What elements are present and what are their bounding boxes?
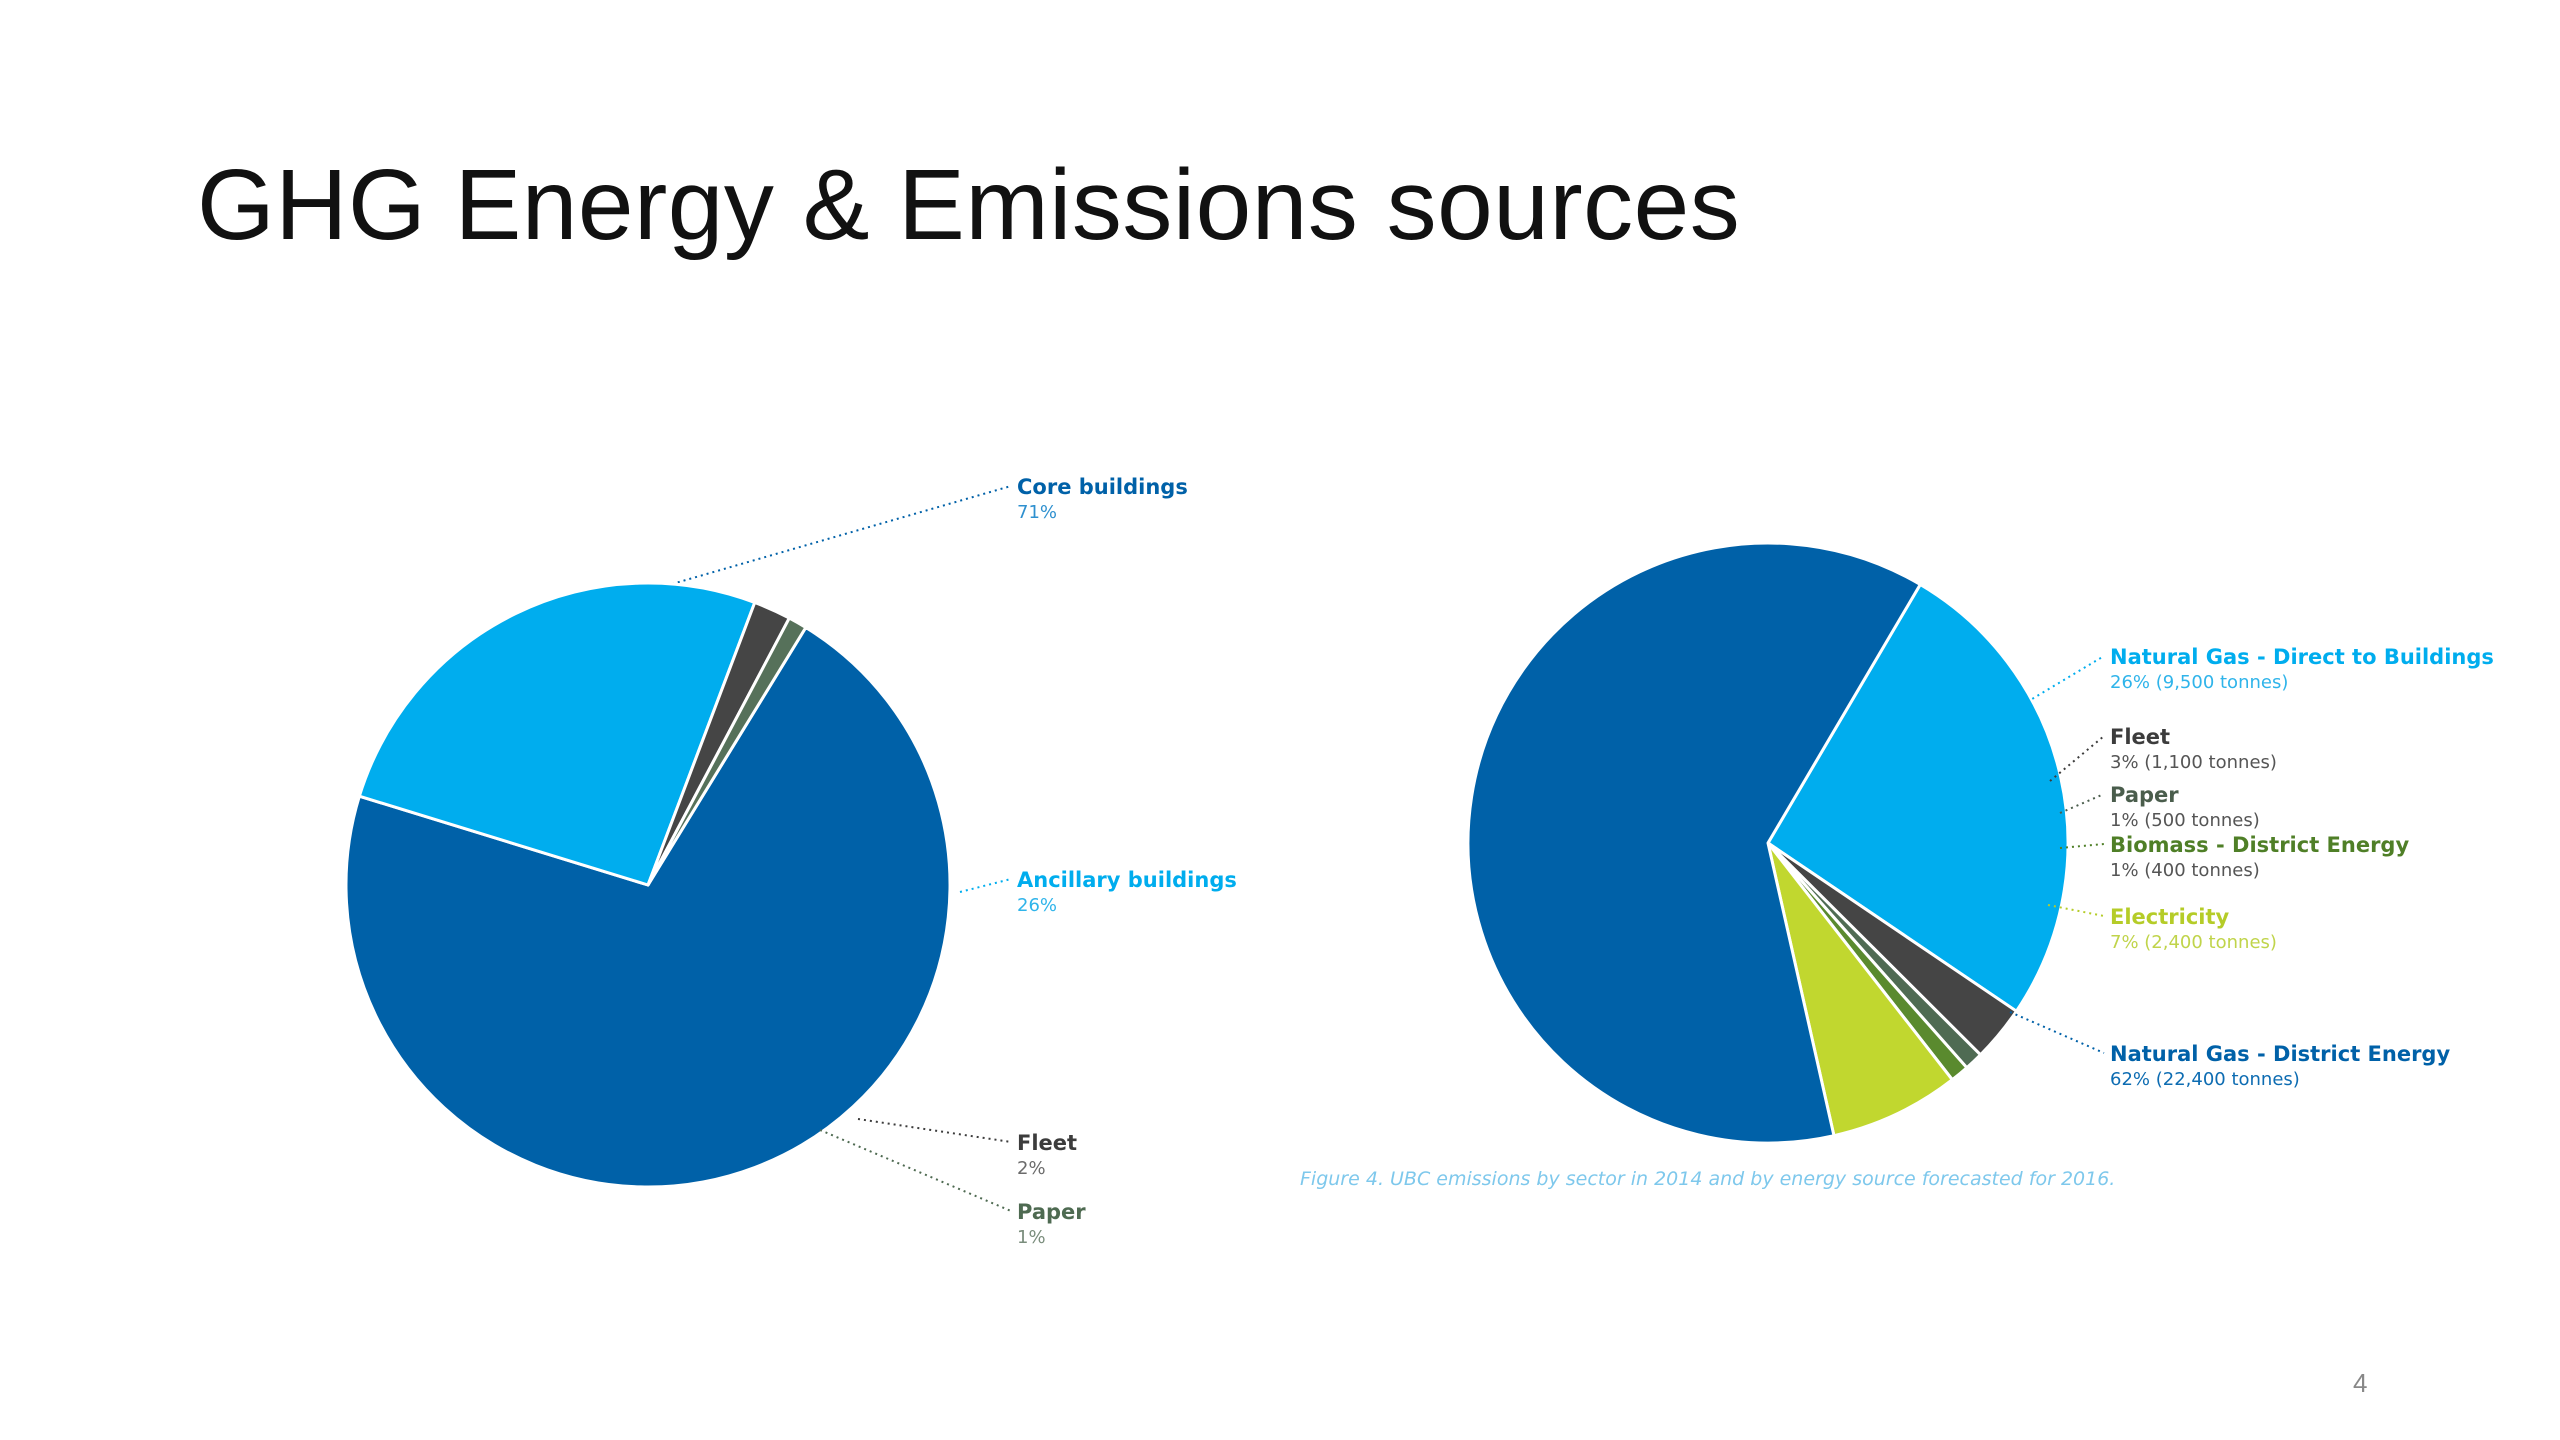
pie-slice-paper [646, 616, 808, 887]
slice-label-paper: Paper [1017, 1200, 1086, 1224]
leader-line-core-buildings [671, 485, 1012, 585]
pie-slice-electricity [1766, 841, 1954, 1138]
slice-value-natural-gas-district-energy: 62% (22,400 tonnes) [2110, 1069, 2300, 1090]
leader-line-paper [819, 1129, 1012, 1212]
slice-value-electricity: 7% (2,400 tonnes) [2110, 932, 2277, 953]
slice-label-paper: Paper [2110, 783, 2179, 807]
slice-label-core-buildings: Core buildings [1017, 475, 1188, 499]
leader-line-fleet [857, 1118, 1012, 1143]
pie-slice-natural-gas-direct-to-buildings [1766, 583, 2070, 1013]
slice-value-ancillary-buildings: 26% [1017, 895, 1057, 916]
leader-line-biomass-district-energy [2059, 843, 2105, 849]
slice-value-fleet: 3% (1,100 tonnes) [2110, 752, 2277, 773]
slice-label-ancillary-buildings: Ancillary buildings [1017, 868, 1237, 892]
slice-value-core-buildings: 71% [1017, 502, 1057, 523]
leader-line-ancillary-buildings [959, 878, 1012, 893]
pie-chart-1: Core buildings 71% Ancillary buildings 26% F… [344, 475, 1237, 1248]
leader-line-natural-gas-direct-to-buildings [2021, 655, 2105, 706]
pie-slice-core-buildings [344, 626, 952, 1189]
slice-label-electricity: Electricity [2110, 905, 2230, 929]
slice-value-natural-gas-direct-to-buildings: 26% (9,500 tonnes) [2110, 672, 2288, 693]
leader-line-paper [2059, 793, 2105, 814]
slice-label-natural-gas-district-energy: Natural Gas - District Energy [2110, 1042, 2450, 1066]
slice-label-fleet: Fleet [2110, 725, 2170, 749]
pie-slice-natural-gas-district-energy [1466, 541, 1922, 1145]
slice-label-fleet: Fleet [1017, 1131, 1077, 1155]
slice-label-biomass-district-energy: Biomass - District Energy [2110, 833, 2409, 857]
slice-value-paper: 1% (500 tonnes) [2110, 810, 2260, 831]
pie-slice-ancillary-buildings [357, 581, 757, 887]
slice-value-fleet: 2% [1017, 1158, 1046, 1179]
page-number: 4 [2353, 1368, 2368, 1398]
slice-label-natural-gas-direct-to-buildings: Natural Gas - Direct to Buildings [2110, 645, 2494, 669]
leader-line-natural-gas-district-energy [2009, 1011, 2105, 1054]
slide-title: GHG Energy & Emissions sources [197, 149, 1741, 261]
slice-value-biomass-district-energy: 1% (400 tonnes) [2110, 860, 2260, 881]
slice-value-paper: 1% [1017, 1227, 1046, 1248]
figure-caption: Figure 4. UBC emissions by sector in 201… [1300, 1168, 2116, 1190]
pie-chart-2: Natural Gas - Direct to Buildings 26% (9,… [1466, 541, 2494, 1145]
